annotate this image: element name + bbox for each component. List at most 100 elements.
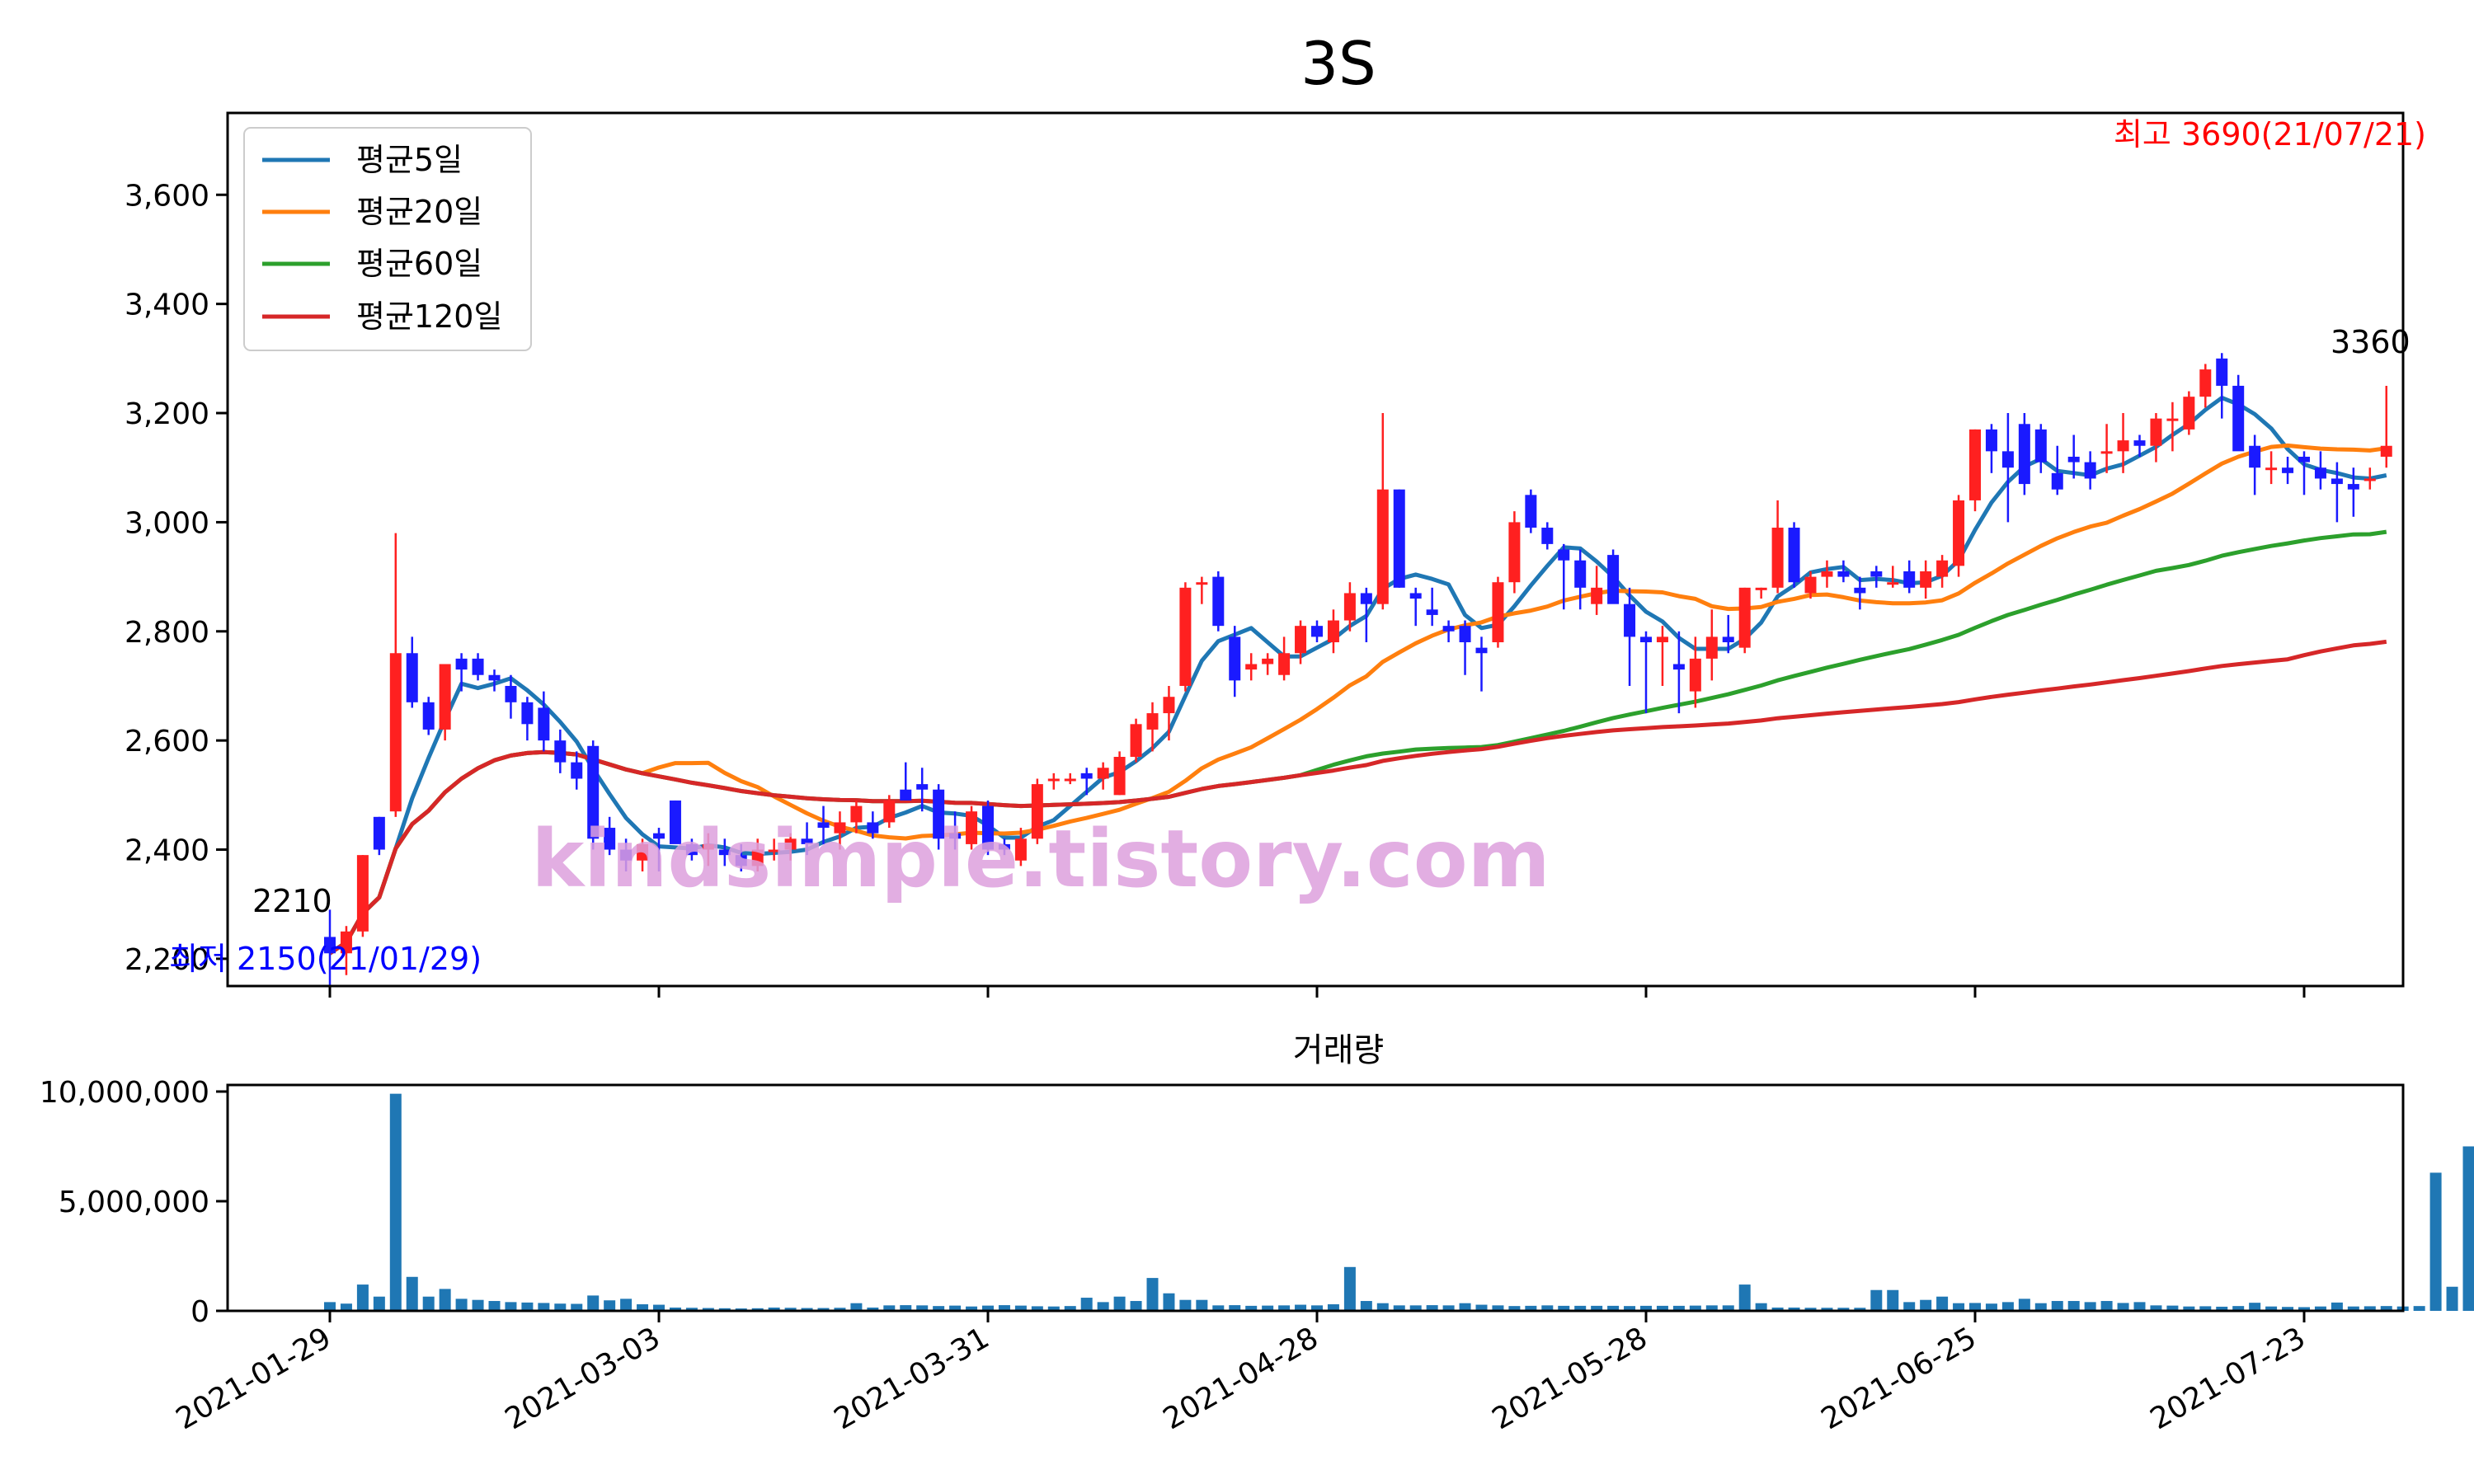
ma120-line <box>328 639 2387 956</box>
volume-bar <box>1656 1305 1668 1311</box>
candle <box>1409 587 1422 627</box>
candle-body <box>1311 626 1323 637</box>
candle <box>1854 576 1866 610</box>
candle-body <box>1295 626 1307 654</box>
price-panel: 2,200 2,400 2,600 2,800 3,000 3,200 3,400 3,600… <box>125 111 2426 998</box>
candle-body <box>1047 778 1060 782</box>
volume-bar <box>867 1308 879 1311</box>
volume-y-tick-label: 0 <box>190 1295 209 1329</box>
volume-bar <box>768 1308 780 1311</box>
candle <box>1804 571 1817 599</box>
candle-body <box>1804 576 1817 594</box>
price-y-tick-label: 2,600 <box>125 725 209 758</box>
candle <box>1656 626 1668 686</box>
candle <box>1146 702 1159 752</box>
candle <box>2001 413 2014 523</box>
candle <box>1771 500 1784 594</box>
candle-body <box>1656 636 1668 643</box>
candle <box>883 795 896 829</box>
candle-body <box>1953 500 1965 566</box>
candle-body <box>850 805 863 823</box>
candle <box>1113 751 1126 796</box>
candle <box>604 816 616 856</box>
volume-bar <box>653 1304 665 1311</box>
candle-body <box>2183 397 2195 430</box>
candle-body <box>1409 593 1422 599</box>
volume-bar <box>718 1308 731 1311</box>
candle-body <box>488 674 501 681</box>
candle <box>2232 374 2245 452</box>
candle <box>1376 413 1389 610</box>
candle-body <box>1064 778 1076 782</box>
candle-body <box>982 805 994 850</box>
legend: 평균5일 평균20일 평균60일 평균120일 <box>243 127 532 351</box>
candle <box>1936 555 1949 588</box>
candle-body <box>2117 440 2129 452</box>
candle <box>1705 609 1718 681</box>
candle <box>2150 413 2162 463</box>
candle-body <box>1607 555 1620 604</box>
candle <box>2133 434 2146 457</box>
candle-body <box>2380 445 2392 457</box>
volume-bar <box>2001 1302 2014 1311</box>
candle <box>702 833 714 866</box>
candle <box>900 762 912 801</box>
volume-bar <box>1591 1305 1603 1311</box>
volume-bar <box>1870 1289 1883 1311</box>
candle <box>340 926 352 975</box>
legend-label-ma60: 평균60일 <box>356 246 482 282</box>
candle <box>1887 566 1899 588</box>
candle <box>1689 636 1701 708</box>
candle-body <box>1442 626 1455 632</box>
candle-body <box>1525 495 1537 528</box>
price-y-tick-label: 3,400 <box>125 289 209 322</box>
volume-bar <box>2150 1305 2162 1311</box>
candle <box>620 838 633 872</box>
volume-bar <box>488 1301 501 1311</box>
candle <box>933 784 945 850</box>
volume-bar <box>1672 1305 1685 1311</box>
candle <box>2265 451 2278 485</box>
candle <box>653 828 665 872</box>
volume-bar <box>1080 1298 1093 1311</box>
candle <box>2347 467 2359 517</box>
volume-bar <box>1854 1308 1866 1311</box>
candle-body <box>2100 451 2113 454</box>
last-close-label: 3360 <box>2331 324 2411 360</box>
candle-body <box>2084 462 2096 479</box>
candle-body <box>966 811 978 844</box>
high-annotation: 최고 3690(21/07/21) <box>2114 116 2426 153</box>
candle <box>1591 566 1603 615</box>
candle-body <box>834 822 846 834</box>
volume-bar <box>1722 1305 1734 1311</box>
price-y-tick-label: 3,200 <box>125 397 209 431</box>
volume-y-tick-label: 5,000,000 <box>59 1186 209 1219</box>
candle-body <box>1196 582 1208 585</box>
candle <box>1163 685 1175 741</box>
candle-body <box>521 702 534 725</box>
candle <box>2216 353 2228 419</box>
candle-body <box>1508 522 1521 583</box>
candle <box>998 838 1010 856</box>
candle <box>1262 653 1274 675</box>
candle-body <box>2282 467 2294 473</box>
candle-body <box>1788 528 1800 583</box>
candle-body <box>2001 451 2014 468</box>
candle <box>505 674 517 719</box>
volume-bar <box>324 1302 336 1311</box>
volume-bar <box>1113 1296 1126 1311</box>
candle <box>867 811 879 839</box>
candle <box>1327 609 1339 654</box>
candle-body <box>2034 429 2047 463</box>
candle-body <box>1689 658 1701 692</box>
low-annotation: 최저 2150(21/01/29) <box>169 941 482 977</box>
candle-body <box>422 702 435 730</box>
volume-bar <box>620 1298 633 1311</box>
candle <box>1953 495 1965 577</box>
candle <box>834 811 846 850</box>
candle-body <box>1393 489 1405 588</box>
volume-title: 거래량 <box>1293 1031 1384 1069</box>
candle <box>1903 560 1916 594</box>
volume-bars <box>324 1093 2474 1311</box>
candle <box>1360 587 1372 643</box>
